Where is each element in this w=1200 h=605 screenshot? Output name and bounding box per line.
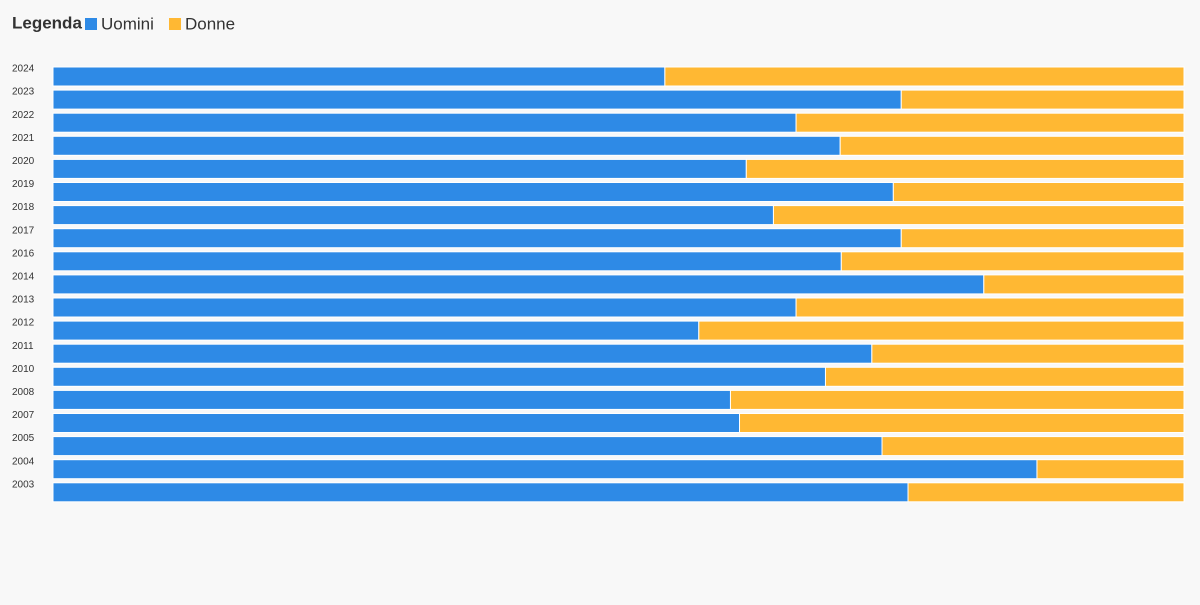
y-tick-label: 2021 (12, 133, 35, 144)
y-tick-label: 2004 (12, 456, 35, 467)
bar-segment (892, 182, 1185, 202)
bar-segment (52, 112, 797, 133)
bar-segment (52, 182, 894, 202)
y-tick-label: 2024 (12, 64, 35, 75)
bar-segment (52, 89, 902, 110)
y-tick-label: 2023 (12, 87, 35, 98)
bar-segment (795, 112, 1185, 133)
bar-segment (52, 459, 1038, 480)
y-tick-label: 2007 (12, 410, 35, 421)
bar-segment (824, 366, 1185, 387)
bar-segment (698, 320, 1185, 341)
bar-segment (52, 482, 909, 503)
bar-segment (871, 343, 1185, 364)
bar-segment (52, 413, 741, 433)
bar-segment (52, 274, 985, 295)
bar-segment (840, 251, 1185, 272)
y-tick-label: 2008 (12, 387, 35, 398)
bar-segment (729, 389, 1185, 410)
bar-segment (739, 413, 1185, 433)
y-tick-label: 2019 (12, 179, 35, 190)
bar-segment (795, 297, 1185, 318)
y-tick-label: 2005 (12, 433, 35, 444)
y-tick-label: 2017 (12, 225, 35, 236)
bar-segment (52, 436, 883, 457)
bar-segment (983, 274, 1185, 295)
legend-swatch (85, 18, 97, 30)
y-tick-label: 2012 (12, 318, 35, 329)
bar-segment (52, 251, 842, 272)
bar-segment (52, 66, 666, 87)
bar-segment (52, 343, 873, 364)
bar-segment (900, 228, 1185, 249)
y-tick-label: 2022 (12, 110, 35, 121)
legend-label: Uomini (101, 14, 154, 33)
y-tick-label: 2018 (12, 202, 35, 213)
y-tick-label: 2020 (12, 156, 35, 167)
bar-segment (900, 89, 1185, 110)
bar-segment (52, 135, 841, 156)
bar-segment (52, 297, 797, 318)
bar-segment (907, 482, 1185, 503)
bar-segment (52, 158, 747, 179)
y-tick-label: 2011 (12, 341, 34, 352)
bar-segment (1036, 459, 1185, 480)
y-tick-label: 2010 (12, 364, 35, 375)
bar-segment (52, 228, 902, 249)
bar-segment (52, 366, 826, 387)
bar-segment (881, 436, 1185, 457)
bar-segment (52, 320, 700, 341)
bar-segment (52, 205, 774, 226)
bar-segment (839, 135, 1185, 156)
legend-title: Legenda (12, 13, 82, 32)
y-tick-label: 2014 (12, 272, 35, 283)
bar-segment (664, 66, 1185, 87)
y-tick-label: 2016 (12, 248, 35, 259)
bar-segment (52, 389, 731, 410)
bar-segment (745, 158, 1185, 179)
legend-swatch (169, 18, 181, 30)
y-tick-label: 2003 (12, 479, 35, 490)
bar-segment (772, 205, 1185, 226)
legend-label: Donne (185, 14, 235, 33)
y-tick-label: 2013 (12, 295, 35, 306)
